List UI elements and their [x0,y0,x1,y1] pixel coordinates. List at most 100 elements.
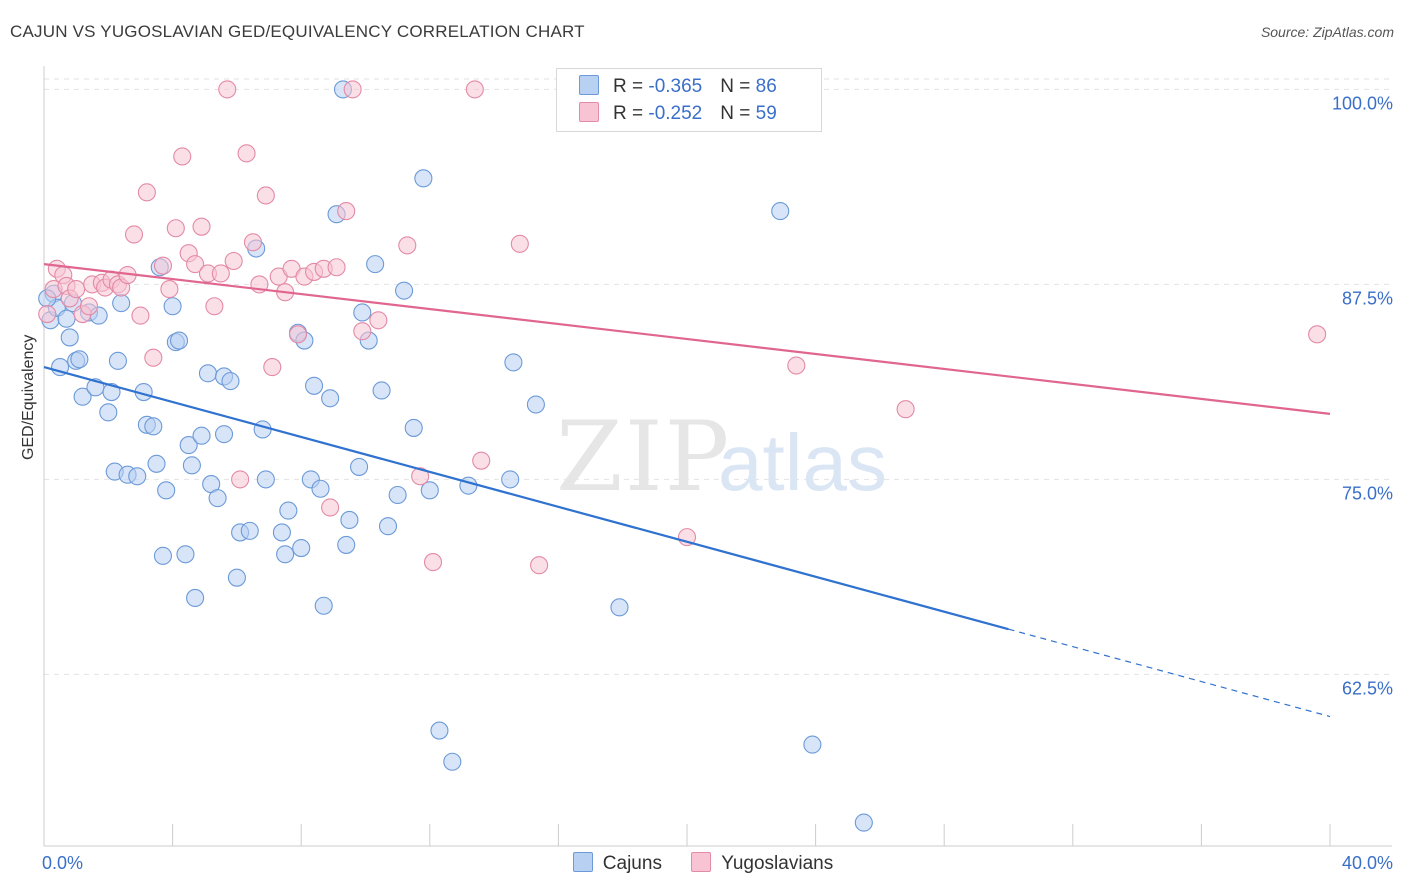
yugoslavian-point [38,304,57,324]
cajun-point [340,510,359,530]
cajun-point [128,467,147,486]
yugoslavian-point [398,236,417,255]
cajun-point [404,418,423,437]
cajun-point [192,426,211,445]
yugoslavian-point [288,325,308,344]
cajun-point [208,489,227,508]
cajun-point [311,479,330,498]
yugoslavian-point [211,264,230,283]
cajun-point [350,457,369,476]
yugoslavian-point [243,233,263,252]
yugoslavian-point [369,311,388,330]
cajun-point [169,331,189,350]
cajun-point [70,350,89,369]
yugoslavian-point [896,400,915,419]
cajun-point [366,255,385,274]
cajun-point [526,395,545,414]
yugoslavian-point [79,297,99,316]
grid-lines [44,78,1390,675]
legend-row-yugoslavians: R = -0.252 N = 59 [579,102,777,126]
series-legend: Cajuns Yugoslavians [0,852,1406,875]
cajun-point [395,281,414,300]
cajun-point [108,351,127,370]
yugoslavian-point [173,147,192,166]
cajun-point [803,735,822,754]
cajun-point [179,436,198,455]
cajun-point [314,596,333,615]
yugoslavian-point [411,467,430,486]
y-tick-label: 100.0% [1332,93,1393,113]
yugoslavian-point [353,322,372,341]
yugoslavian-trend-line [43,263,1331,415]
watermark-atlas: atlas [718,418,887,507]
yugoslavian-point [337,202,356,221]
r-value: -0.252 [648,103,703,124]
cajun-point [227,568,246,587]
cajun-point [198,364,218,383]
yugoslavian-point [224,251,243,271]
yugoslavian-point [67,280,86,299]
cajun-trend-extension [1008,628,1331,718]
legend-row-cajuns: R = -0.365 N = 86 [579,75,777,99]
axes [43,66,1392,847]
cajun-point [353,303,372,322]
r-label: R = [613,103,649,124]
cajun-point [60,328,79,347]
n-label: N = [720,76,756,97]
yugoslavian-point [137,183,156,202]
cajun-point [221,372,240,391]
n-label: N = [720,103,756,124]
watermark: ZIP atlas [556,401,887,513]
yugoslavian-point [787,356,806,375]
yugoslavian-point [131,306,150,325]
cajun-point [378,517,398,536]
x-tick-label: 40.0% [1342,853,1393,873]
cajun-point [163,297,182,316]
cajun-point [157,481,176,500]
cajun-point [57,309,76,328]
cajun-point [240,521,259,540]
yugoslavian-point [465,80,484,99]
yugoslavian-legend-swatch [691,852,712,872]
y-axis-label: GED/Equivalency [20,334,37,460]
chart-title: CAJUN VS YUGOSLAVIAN GED/EQUIVALENCY COR… [10,22,585,41]
cajun-point [414,169,433,188]
cajun-point [176,545,195,564]
yugoslavian-point [472,451,491,470]
legend-item-yugoslavians: Yugoslavians [691,852,833,875]
cajun-point [102,382,121,402]
cajun-point [321,389,340,408]
cajun-point [388,485,407,505]
legend-label-cajuns: Cajuns [602,853,662,874]
yugoslavian-point [218,80,237,99]
yugoslavian-point [166,219,185,238]
stats-legend: R = -0.365 N = 86 R = -0.252 N = 59 [556,68,822,132]
yugoslavian-point [205,297,224,316]
cajun-point [186,588,205,608]
cajun-point [147,454,166,473]
cajun-point [276,545,295,564]
trend-lines [43,263,1331,718]
yugoslavian-point [327,258,346,277]
cajun-point [99,403,118,422]
cajun-point [112,294,131,313]
yugoslavian-point [124,225,144,244]
tick-labels: 62.5% 75.0% 87.5% 100.0% 0.0% 40.0% [42,93,1393,873]
cajun-legend-swatch [572,852,593,872]
y-tick-label: 62.5% [1342,678,1393,698]
legend-label-yugoslavians: Yugoslavians [721,853,834,874]
yugoslavian-swatch [579,102,599,122]
cajun-point [771,202,790,221]
cajun-point [73,387,92,406]
cajun-swatch [579,75,599,95]
cajun-point [501,470,520,489]
r-value: -0.365 [648,76,703,97]
yugoslavian-point [192,217,211,236]
cajun-point [182,456,201,475]
cajun-point [253,420,272,439]
cajun-point [430,721,449,740]
cajun-point [504,353,523,372]
cajun-point [337,535,356,554]
yugoslavian-point [423,553,443,572]
